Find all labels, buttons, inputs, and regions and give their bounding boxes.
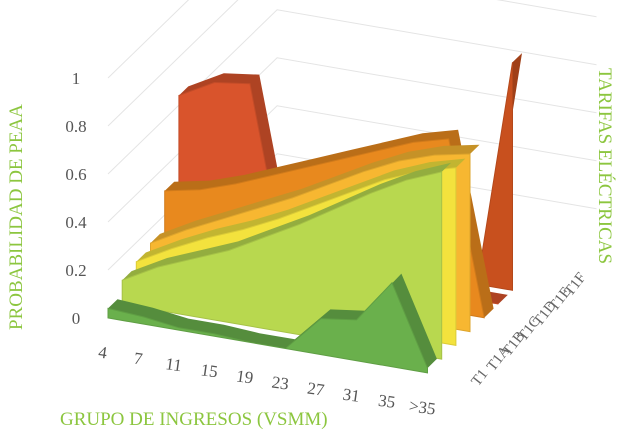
- gridline: [107, 0, 190, 79]
- series-top-band: [108, 273, 437, 369]
- y-tick-label: 0.2: [65, 261, 86, 280]
- y-tick-label: 0: [72, 309, 81, 328]
- y-tick-label: 0.8: [65, 117, 86, 136]
- y-tick-label: 1: [72, 69, 81, 88]
- series-layer: [107, 53, 522, 374]
- x-tick-label: 35: [377, 391, 396, 412]
- series-top-band: [178, 73, 508, 304]
- x-axis-title: GRUPO DE INGRESOS (VSMM): [60, 409, 328, 430]
- gridline: [107, 0, 597, 127]
- y-tick-label: 0.4: [65, 213, 87, 232]
- gridline: [107, 9, 597, 175]
- y-axis-title: PROBABILIDAD DE PEAA: [6, 104, 27, 330]
- series-top-band: [164, 129, 494, 318]
- x-tick-label: >35: [408, 396, 437, 419]
- y-axis-ticks: 0 0.2 0.4 0.6 0.8 1: [65, 69, 87, 328]
- depth-axis-title: TARIFAS ELÉCTRICAS: [594, 68, 616, 264]
- x-tick-label: 4: [97, 343, 109, 363]
- x-tick-label: 31: [342, 385, 361, 406]
- series-area-t1: [107, 281, 428, 374]
- x-tick-label: 15: [200, 360, 219, 381]
- x-tick-label: 11: [164, 354, 183, 375]
- x-tick-label: 19: [235, 366, 254, 387]
- gridline: [107, 57, 597, 223]
- series-top-band: [122, 162, 452, 281]
- series-t1: [107, 273, 437, 374]
- x-tick-label: 7: [133, 349, 145, 369]
- x-axis-ticks: 4 7 11 15 19 23 27 31 35 >35: [97, 343, 437, 419]
- x-tick-label: 23: [271, 372, 290, 393]
- y-tick-label: 0.6: [65, 165, 86, 184]
- x-tick-label: 27: [306, 379, 326, 400]
- depth-tick-label: T1: [469, 366, 492, 389]
